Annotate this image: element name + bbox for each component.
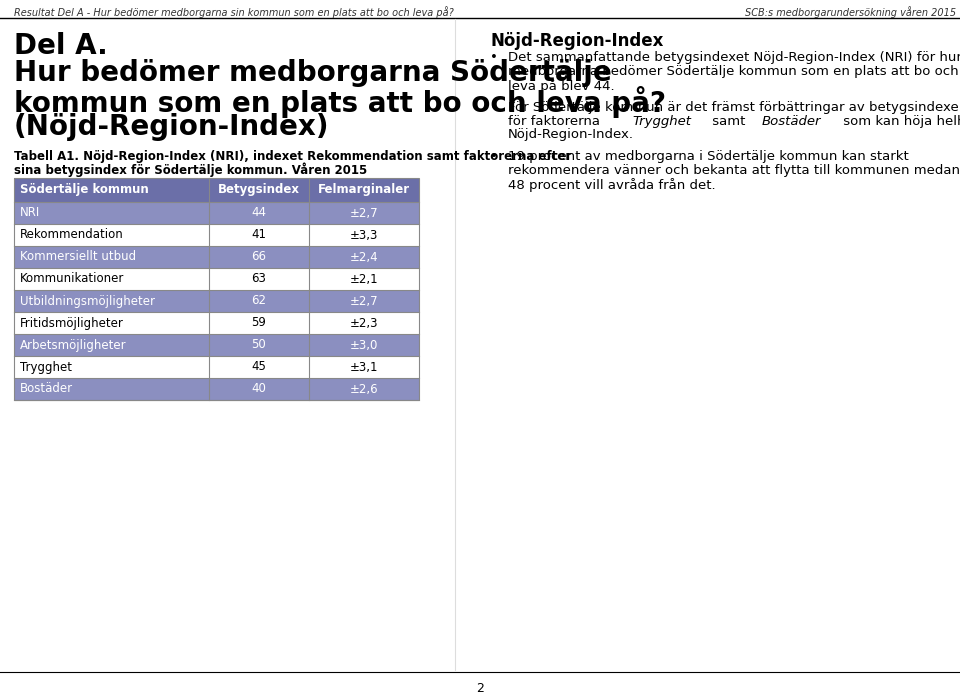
Text: Trygghet: Trygghet xyxy=(20,361,72,373)
Text: rekommendera vänner och bekanta att flytta till kommunen medan: rekommendera vänner och bekanta att flyt… xyxy=(508,164,960,177)
Text: 50: 50 xyxy=(252,338,266,352)
FancyBboxPatch shape xyxy=(14,268,419,290)
Text: 59: 59 xyxy=(252,317,267,329)
Text: Kommunikationer: Kommunikationer xyxy=(20,273,125,285)
Text: Nöjd-Region-Index: Nöjd-Region-Index xyxy=(490,32,663,50)
Text: Utbildningsmöjligheter: Utbildningsmöjligheter xyxy=(20,294,155,308)
Text: För Södertälje kommun är det främst förbättringar av betygsindexen: För Södertälje kommun är det främst förb… xyxy=(508,101,960,114)
Text: Nöjd-Region-Index.: Nöjd-Region-Index. xyxy=(508,129,634,141)
FancyBboxPatch shape xyxy=(14,290,419,312)
Text: ±2,1: ±2,1 xyxy=(349,273,378,285)
Text: Bostäder: Bostäder xyxy=(20,382,73,396)
Text: Resultat Del A - Hur bedömer medborgarna sin kommun som en plats att bo och leva: Resultat Del A - Hur bedömer medborgarna… xyxy=(14,6,454,18)
Text: 45: 45 xyxy=(252,361,267,373)
Text: ±2,6: ±2,6 xyxy=(349,382,378,396)
Text: Bostäder: Bostäder xyxy=(762,115,822,127)
Text: SCB:s medborgarundersökning våren 2015: SCB:s medborgarundersökning våren 2015 xyxy=(745,6,956,18)
Text: •: • xyxy=(490,150,498,164)
FancyBboxPatch shape xyxy=(14,246,419,268)
Text: 62: 62 xyxy=(252,294,267,308)
Text: 19 procent av medborgarna i Södertälje kommun kan starkt: 19 procent av medborgarna i Södertälje k… xyxy=(508,150,909,164)
Text: för faktorerna: för faktorerna xyxy=(508,115,604,127)
FancyBboxPatch shape xyxy=(14,378,419,400)
Text: Felmarginaler: Felmarginaler xyxy=(318,184,410,196)
Text: ±2,7: ±2,7 xyxy=(349,294,378,308)
Text: Tabell A1. Nöjd-Region-Index (NRI), indexet Rekommendation samt faktorerna efter: Tabell A1. Nöjd-Region-Index (NRI), inde… xyxy=(14,150,571,163)
FancyBboxPatch shape xyxy=(14,224,419,246)
Text: medborgarna bedömer Södertälje kommun som en plats att bo och: medborgarna bedömer Södertälje kommun so… xyxy=(508,65,959,78)
Text: ±3,1: ±3,1 xyxy=(349,361,378,373)
Bar xyxy=(14,178,419,400)
Text: Rekommendation: Rekommendation xyxy=(20,229,124,241)
Text: Arbetsmöjligheter: Arbetsmöjligheter xyxy=(20,338,127,352)
Text: kommun som en plats att bo och leva på?: kommun som en plats att bo och leva på? xyxy=(14,86,666,118)
FancyBboxPatch shape xyxy=(14,178,419,202)
Text: (Nöjd-Region-Index): (Nöjd-Region-Index) xyxy=(14,113,329,141)
Text: Betygsindex: Betygsindex xyxy=(218,184,300,196)
FancyBboxPatch shape xyxy=(14,202,419,224)
Text: som kan höja helhetsbetyget: som kan höja helhetsbetyget xyxy=(839,115,960,127)
Text: Det sammanfattande betygsindexet Nöjd-Region-Index (NRI) för hur: Det sammanfattande betygsindexet Nöjd-Re… xyxy=(508,51,960,64)
Text: samt: samt xyxy=(708,115,750,127)
Text: ±2,4: ±2,4 xyxy=(349,250,378,264)
Text: Fritidsmöjligheter: Fritidsmöjligheter xyxy=(20,317,124,329)
Text: ±3,0: ±3,0 xyxy=(349,338,378,352)
Text: 41: 41 xyxy=(252,229,267,241)
Text: 44: 44 xyxy=(252,206,267,219)
Text: 2: 2 xyxy=(476,682,484,695)
Text: leva på blev 44.: leva på blev 44. xyxy=(508,79,614,93)
Text: •: • xyxy=(490,51,498,64)
Text: ±3,3: ±3,3 xyxy=(349,229,378,241)
FancyBboxPatch shape xyxy=(14,334,419,356)
Text: ±2,3: ±2,3 xyxy=(349,317,378,329)
Text: ±2,7: ±2,7 xyxy=(349,206,378,219)
Text: Hur bedömer medborgarna Södertälje: Hur bedömer medborgarna Södertälje xyxy=(14,59,612,87)
Text: Del A.: Del A. xyxy=(14,32,108,60)
FancyBboxPatch shape xyxy=(14,312,419,334)
Text: 48 procent vill avråda från det.: 48 procent vill avråda från det. xyxy=(508,178,715,192)
Text: Södertälje kommun: Södertälje kommun xyxy=(20,184,149,196)
FancyBboxPatch shape xyxy=(14,356,419,378)
Text: •: • xyxy=(490,101,498,114)
Text: 40: 40 xyxy=(252,382,267,396)
Text: 66: 66 xyxy=(252,250,267,264)
Text: Kommersiellt utbud: Kommersiellt utbud xyxy=(20,250,136,264)
Text: Trygghet: Trygghet xyxy=(633,115,691,127)
Text: sina betygsindex för Södertälje kommun. Våren 2015: sina betygsindex för Södertälje kommun. … xyxy=(14,162,368,177)
Text: NRI: NRI xyxy=(20,206,40,219)
Text: 63: 63 xyxy=(252,273,267,285)
